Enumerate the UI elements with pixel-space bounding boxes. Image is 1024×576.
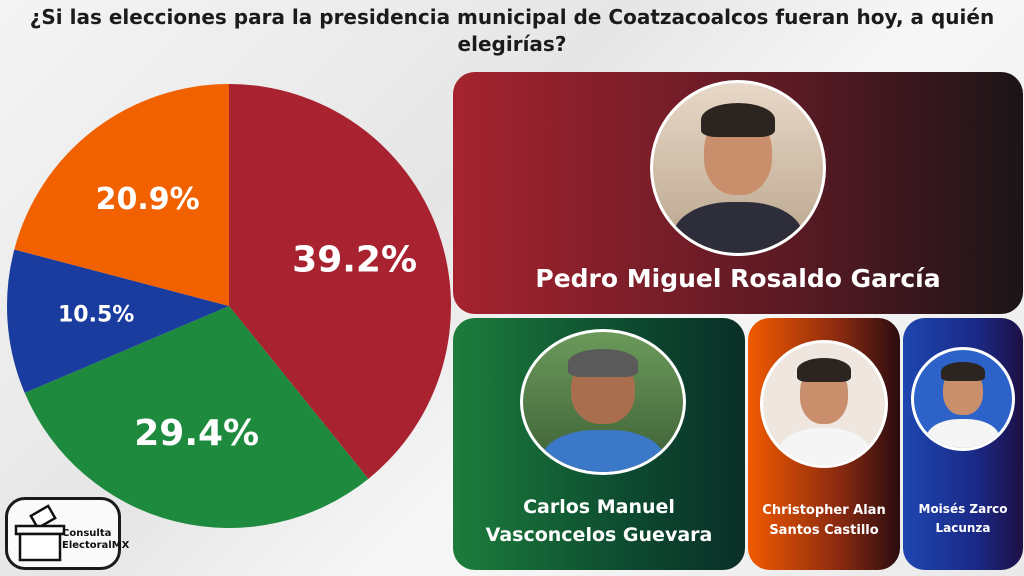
pie-slice <box>14 84 230 306</box>
candidate-card-pedro: Pedro Miguel Rosaldo García <box>453 72 1023 314</box>
candidate-photo <box>911 347 1015 451</box>
candidate-name-line2: Santos Castillo <box>769 523 879 538</box>
pie-slice <box>229 84 452 479</box>
candidate-name-line2: Lacunza <box>935 521 991 535</box>
pie-data-label: 20.9% <box>96 182 200 217</box>
candidate-name-line1: Carlos Manuel <box>523 496 675 518</box>
candidate-name-line1: Moisés Zarco <box>918 502 1008 516</box>
pie-chart: 39.2% 29.4% 10.5% 20.9% <box>7 84 452 528</box>
logo-text-line1: Consulta <box>62 528 112 539</box>
candidate-card-christopher: Christopher Alan Santos Castillo <box>748 318 900 570</box>
candidate-card-carlos: Carlos Manuel Vasconcelos Guevara <box>453 318 745 570</box>
candidate-name: Pedro Miguel Rosaldo García <box>535 264 941 293</box>
pie-data-label: 39.2% <box>292 240 417 281</box>
candidate-photo <box>520 329 686 475</box>
candidate-card-moises: Moisés Zarco Lacunza <box>903 318 1023 570</box>
logo-text-line2: ElectoralMX <box>62 540 130 551</box>
pie-data-label: 29.4% <box>134 413 259 454</box>
consulta-electoral-logo: Consulta ElectoralMX <box>5 497 129 570</box>
candidate-photo <box>650 80 826 256</box>
candidate-name-line2: Vasconcelos Guevara <box>485 524 713 546</box>
candidate-name-line1: Christopher Alan <box>762 503 886 518</box>
pie-slice <box>7 249 230 393</box>
ballot-box-icon <box>14 504 66 562</box>
pie-data-label: 10.5% <box>58 303 134 328</box>
candidate-photo <box>760 340 888 468</box>
chart-title: ¿Si las elecciones para la presidencia m… <box>29 5 995 56</box>
pie-slice <box>24 306 369 528</box>
